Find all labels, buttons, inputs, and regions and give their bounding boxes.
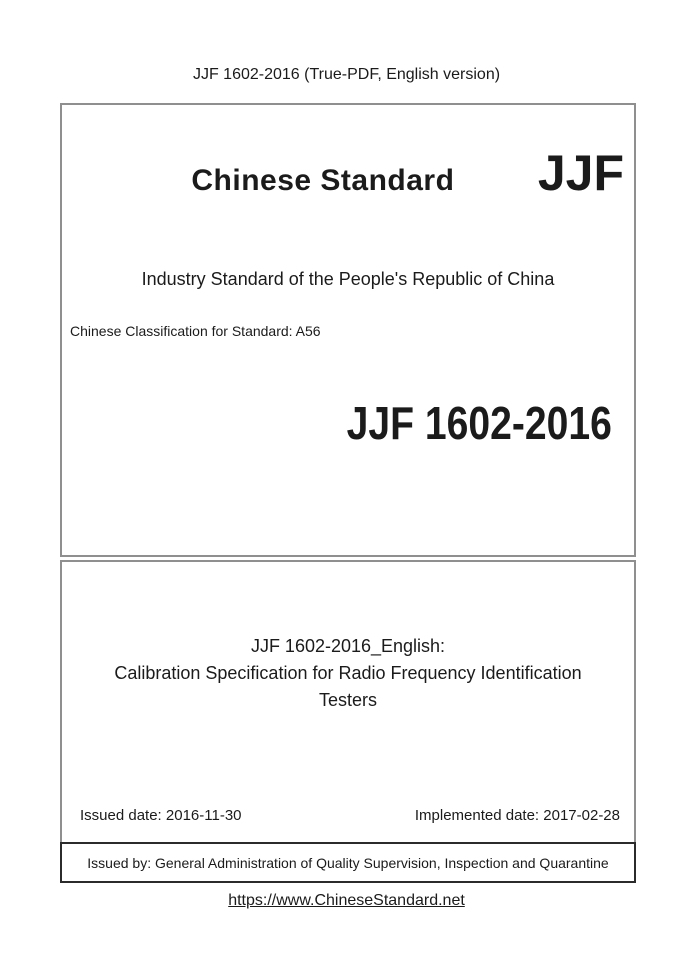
brand-row: Chinese Standard JJF (62, 105, 634, 203)
issued-date-label: Issued date: 2016-11-30 (80, 807, 242, 824)
jjf-logo: JJF (537, 145, 624, 201)
english-title-line1: JJF 1602-2016_English: (250, 636, 446, 656)
standard-code: JJF 1602-2016 (346, 396, 612, 449)
cover-middle-box: JJF 1602-2016_English: Calibration Speci… (60, 560, 636, 842)
issuer-label: Issued by: General Administration of Qua… (87, 854, 609, 871)
dates-row: Issued date: 2016-11-30 Implemented date… (62, 807, 634, 824)
page-footer: https://www.ChineseStandard.net (0, 892, 693, 910)
cover-upper-box: Chinese Standard JJF Industry Standard o… (60, 103, 636, 557)
page-header-label: JJF 1602-2016 (True-PDF, English version… (192, 66, 501, 83)
english-title-line2: Calibration Specification for Radio Freq… (114, 663, 582, 683)
english-title-block: JJF 1602-2016_English: Calibration Speci… (62, 562, 634, 714)
brand-title: Chinese Standard (191, 164, 455, 197)
standard-type-label: Industry Standard of the People's Republ… (141, 268, 555, 289)
website-link[interactable]: https://www.ChineseStandard.net (228, 892, 465, 909)
english-title-line3: Testers (318, 690, 378, 710)
brand-cell: Chinese Standard (62, 164, 538, 198)
implemented-date-label: Implemented date: 2017-02-28 (414, 807, 620, 824)
issuer-box: Issued by: General Administration of Qua… (60, 842, 636, 883)
classification-label: Chinese Classification for Standard: A56 (70, 322, 321, 339)
